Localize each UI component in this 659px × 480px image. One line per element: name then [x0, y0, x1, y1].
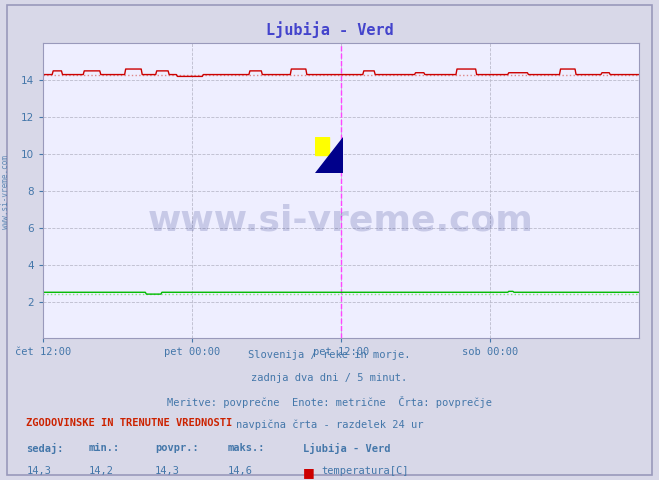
- Text: sedaj:: sedaj:: [26, 443, 64, 454]
- Bar: [315, 137, 329, 156]
- Text: ■: ■: [303, 466, 315, 479]
- Text: min.:: min.:: [89, 443, 120, 453]
- Text: ZGODOVINSKE IN TRENUTNE VREDNOSTI: ZGODOVINSKE IN TRENUTNE VREDNOSTI: [26, 418, 233, 428]
- Text: zadnja dva dni / 5 minut.: zadnja dva dni / 5 minut.: [251, 373, 408, 384]
- Text: Ljubija - Verd: Ljubija - Verd: [303, 443, 391, 454]
- Polygon shape: [315, 137, 343, 173]
- Text: 14,3: 14,3: [26, 466, 51, 476]
- Bar: [329, 156, 343, 173]
- Text: Meritve: povprečne  Enote: metrične  Črta: povprečje: Meritve: povprečne Enote: metrične Črta:…: [167, 396, 492, 408]
- Text: povpr.:: povpr.:: [155, 443, 198, 453]
- Text: Slovenija / reke in morje.: Slovenija / reke in morje.: [248, 350, 411, 360]
- Text: Ljubija - Verd: Ljubija - Verd: [266, 22, 393, 38]
- Text: 14,6: 14,6: [227, 466, 252, 476]
- Text: maks.:: maks.:: [227, 443, 265, 453]
- Text: 14,3: 14,3: [155, 466, 180, 476]
- Text: www.si-vreme.com: www.si-vreme.com: [1, 155, 10, 229]
- Text: navpična črta - razdelek 24 ur: navpična črta - razdelek 24 ur: [236, 420, 423, 430]
- Text: 14,2: 14,2: [89, 466, 114, 476]
- Text: www.si-vreme.com: www.si-vreme.com: [148, 204, 534, 237]
- Text: temperatura[C]: temperatura[C]: [322, 466, 409, 476]
